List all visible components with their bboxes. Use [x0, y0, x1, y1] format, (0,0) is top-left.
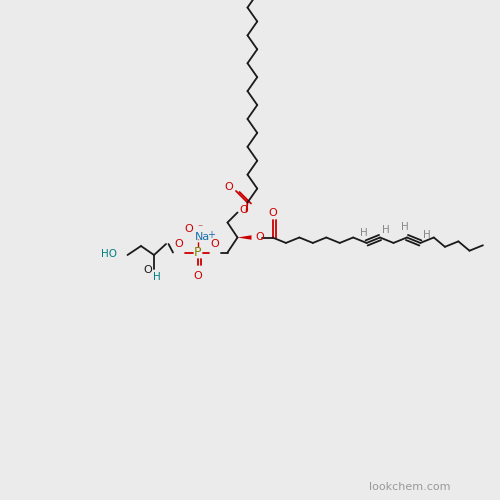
Text: O: O	[174, 240, 184, 250]
Text: H: H	[382, 225, 390, 235]
Text: O: O	[255, 232, 264, 242]
Text: Na: Na	[195, 232, 210, 242]
Text: HO: HO	[102, 249, 117, 259]
Text: O: O	[268, 208, 277, 218]
Text: H: H	[152, 272, 160, 282]
Text: H: H	[422, 230, 430, 240]
Text: O: O	[224, 182, 234, 192]
Polygon shape	[238, 236, 252, 240]
Text: H: H	[360, 228, 368, 238]
Text: O: O	[210, 240, 220, 250]
Text: O: O	[184, 224, 193, 234]
Text: +: +	[207, 230, 215, 239]
Text: H: H	[400, 222, 408, 232]
Text: P: P	[194, 246, 201, 259]
Text: O: O	[240, 205, 248, 215]
Text: O: O	[193, 271, 202, 281]
Text: lookchem.com: lookchem.com	[369, 482, 450, 492]
Text: O: O	[143, 265, 152, 275]
Text: ⁻: ⁻	[197, 224, 202, 234]
